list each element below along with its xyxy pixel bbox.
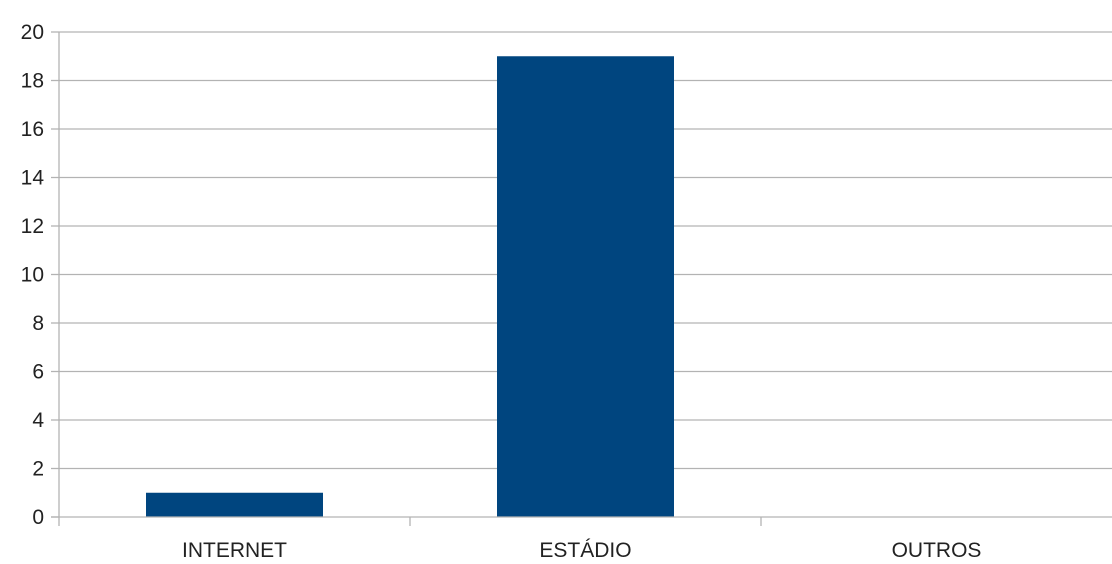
y-tick-label: 6 — [32, 361, 44, 384]
y-tick-label: 20 — [21, 21, 44, 44]
y-tick-label: 0 — [32, 506, 44, 529]
x-tick-label: INTERNET — [182, 539, 287, 559]
y-tick-label: 18 — [21, 70, 44, 93]
bar-internet — [146, 492, 323, 517]
bar-estádio — [497, 56, 674, 517]
y-tick-label: 4 — [32, 409, 44, 432]
x-axis-tick-labels: INTERNET ESTÁDIO OUTROS — [182, 539, 982, 562]
y-tick-label: 10 — [21, 264, 44, 287]
axes — [51, 31, 1112, 526]
y-tick-label: 14 — [21, 167, 45, 190]
x-tick-label: ESTÁDIO — [539, 539, 631, 559]
y-tick-label: 8 — [32, 312, 44, 335]
y-tick-label: 16 — [21, 118, 44, 141]
y-tick-label: 12 — [21, 215, 44, 238]
x-tick-label: OUTROS — [892, 539, 982, 559]
y-tick-label: 2 — [32, 458, 44, 481]
bars — [146, 56, 674, 517]
y-axis-tick-labels: 0 2 4 6 8 10 12 14 16 18 20 — [21, 21, 45, 529]
